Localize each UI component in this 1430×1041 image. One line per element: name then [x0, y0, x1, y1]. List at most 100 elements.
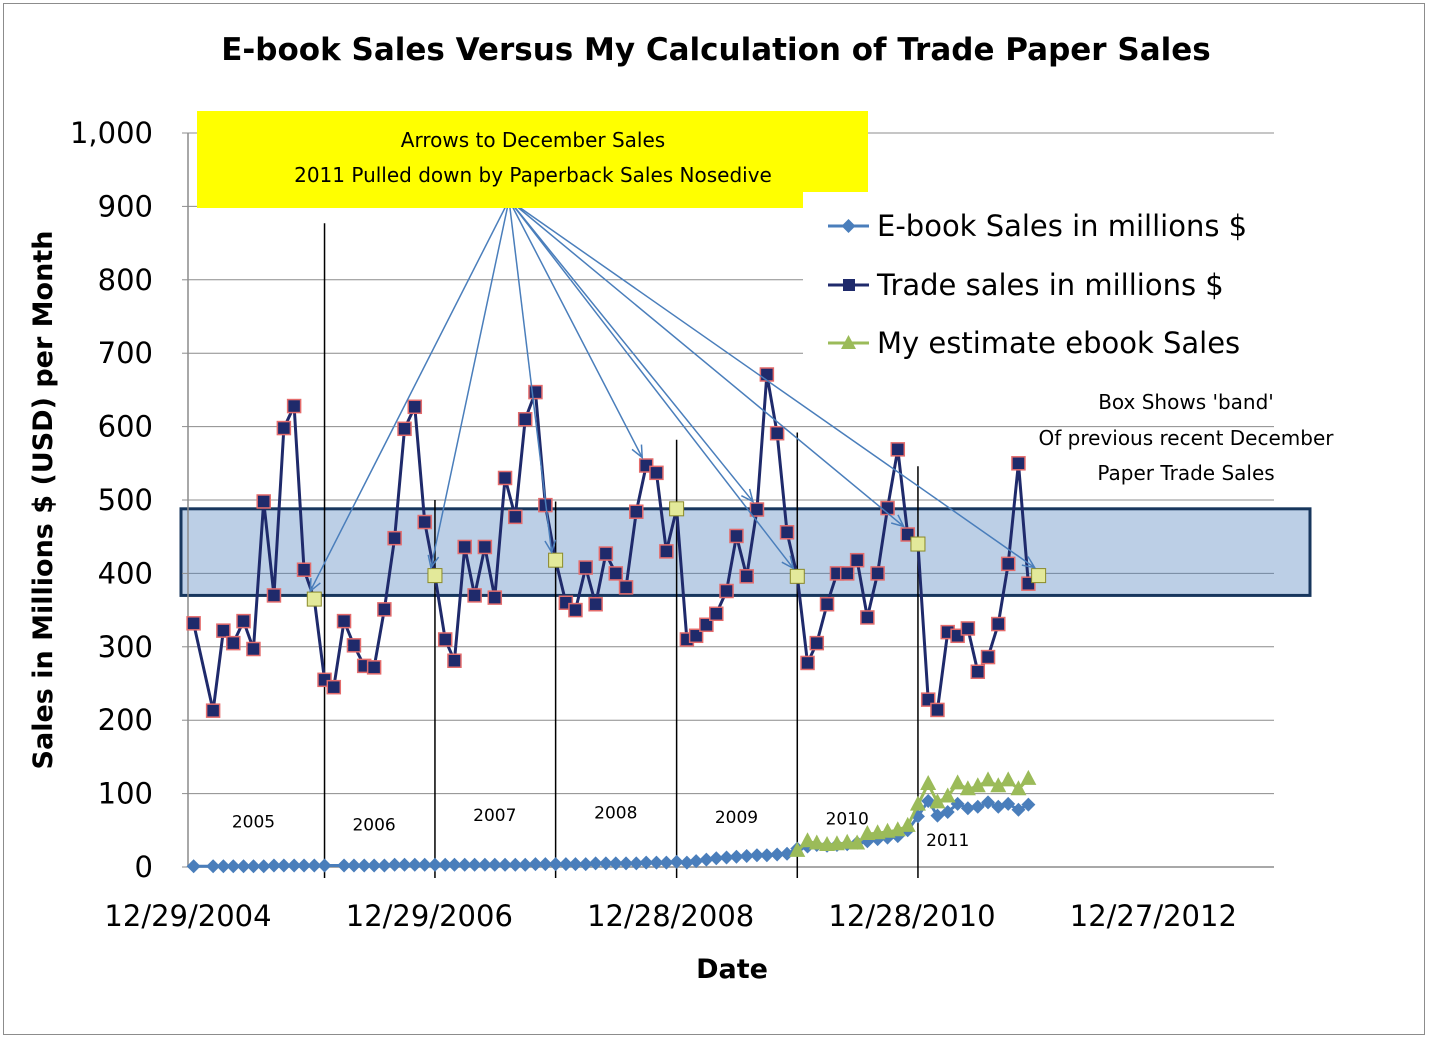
year-label: 2008 [594, 804, 637, 824]
december-highlight-point [427, 568, 443, 584]
trade-point [437, 632, 453, 647]
trade-point [497, 470, 513, 486]
arrow-head [781, 555, 795, 570]
legend: E-book Sales in millions $ Trade sales i… [803, 192, 1279, 362]
ebook-point [568, 857, 583, 872]
ebook-point [548, 857, 563, 872]
year-label: 2006 [352, 815, 395, 835]
trade-point [568, 602, 583, 618]
x-tick-label: 12/29/2006 [346, 899, 513, 933]
ebook-point [719, 850, 734, 865]
trade-point [477, 539, 493, 555]
december-highlight-point [306, 591, 322, 607]
ebook-point [438, 857, 453, 872]
trade-point [205, 703, 221, 718]
trade-point [236, 613, 251, 629]
ebook-point [417, 857, 432, 872]
x-tick-label: 12/27/2012 [1070, 899, 1237, 933]
legend-label-ebook: E-book Sales in millions $ [877, 209, 1247, 243]
trade-point [629, 504, 644, 519]
legend-background [803, 192, 1279, 362]
ebook-point [578, 857, 593, 872]
december-highlight-point [789, 568, 805, 584]
ebook-point [256, 859, 271, 874]
estimate-point [909, 795, 926, 811]
trade-point [336, 613, 352, 629]
estimate-point [889, 821, 906, 837]
ebook-point [226, 859, 241, 874]
arrow-line [508, 199, 905, 528]
ebook-point [287, 858, 302, 873]
ebook-point [669, 854, 684, 869]
ebook-point [447, 857, 462, 872]
trade-point [216, 623, 231, 638]
estimate-point [849, 834, 866, 850]
ebook-point [346, 858, 361, 873]
ebook-point [387, 857, 402, 872]
trade-point [517, 412, 533, 427]
estimate-point [949, 774, 966, 790]
ebook-point [649, 855, 664, 870]
estimate-point [1020, 769, 1037, 785]
ebook-point [558, 857, 573, 872]
ebook-point [629, 856, 644, 871]
ebook-point [317, 858, 332, 873]
trade-point [659, 544, 674, 559]
x-tick-label: 12/28/2008 [587, 899, 754, 933]
y-tick-label: 800 [98, 263, 153, 297]
legend-item-estimate: My estimate ebook Sales [828, 326, 1240, 360]
december-highlight-point [669, 501, 685, 517]
ebook-point [498, 857, 513, 872]
estimate-point [920, 775, 937, 791]
ebook-point [276, 858, 291, 873]
estimate-point [1000, 771, 1017, 787]
trade-point [849, 552, 865, 568]
trade-point [890, 442, 906, 457]
trade-point [860, 610, 875, 625]
ebook-point [407, 857, 422, 872]
ebook-point [679, 855, 694, 870]
callout-box [197, 111, 868, 208]
trade-point [800, 655, 815, 671]
trade-point [870, 566, 885, 581]
trade-point [508, 509, 523, 525]
december-highlight-point [910, 536, 926, 552]
triangle-marker-icon [841, 335, 856, 349]
y-tick-label: 700 [98, 336, 153, 370]
estimate-point [980, 771, 997, 787]
arrow-line [508, 199, 754, 503]
ebook-point [477, 857, 492, 872]
arrow-line [508, 199, 794, 569]
ebook-point [639, 855, 654, 870]
trade-point [649, 465, 664, 481]
ebook-point [266, 858, 281, 873]
trade-point [266, 588, 282, 603]
trade-point [397, 421, 412, 437]
estimate-point [839, 833, 856, 849]
ebook-point [487, 857, 502, 872]
trade-point [226, 635, 241, 651]
year-label: 2007 [473, 806, 516, 826]
y-tick-label: 300 [98, 630, 153, 664]
x-tick-label: 12/29/2004 [104, 899, 271, 933]
trade-point [809, 635, 825, 651]
ebook-point [759, 848, 774, 863]
y-tick-label: 400 [98, 556, 153, 590]
ebook-point [960, 801, 975, 816]
x-tick-label: 12/28/2010 [828, 899, 995, 933]
trade-point [407, 399, 423, 415]
year-label: 2005 [232, 812, 275, 832]
ebook-point [236, 859, 251, 874]
ebook-point [659, 855, 674, 870]
trade-point [246, 641, 261, 657]
ebook-point [749, 848, 764, 863]
arrow-head [309, 578, 321, 593]
trade-point [839, 566, 855, 581]
ebook-point [508, 857, 523, 872]
ebook-point [206, 859, 221, 874]
trade-point [769, 425, 785, 441]
arrow-head [890, 514, 906, 528]
trade-point [688, 628, 704, 644]
trade-point [387, 530, 402, 546]
